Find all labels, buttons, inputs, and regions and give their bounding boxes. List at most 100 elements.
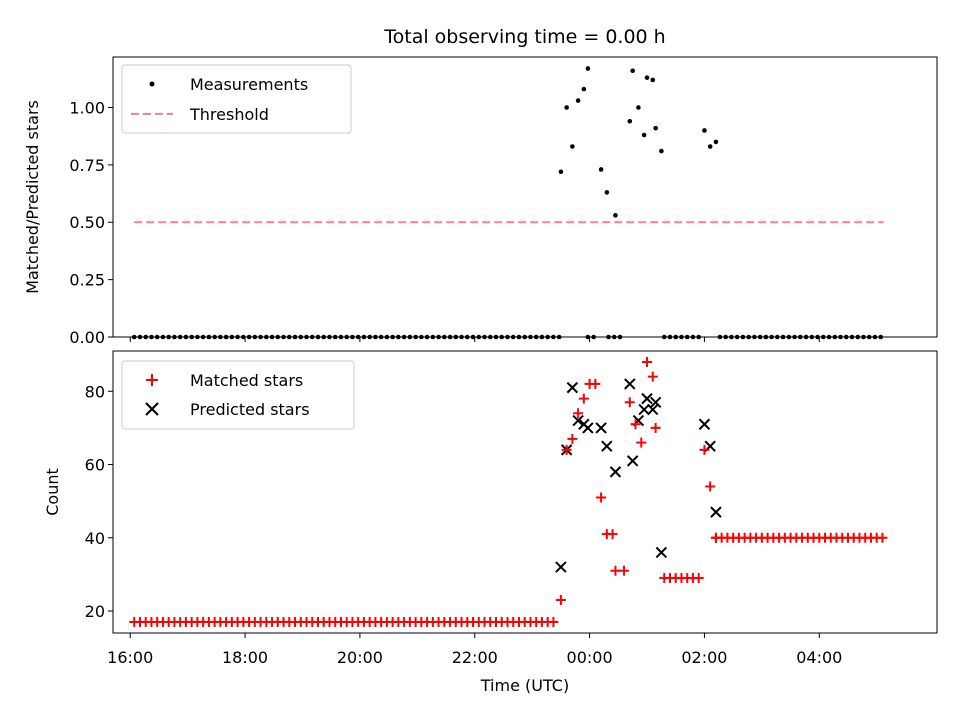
legend-measurements-marker	[149, 81, 155, 87]
measurement-point	[627, 118, 633, 124]
predicted-star-point	[649, 396, 662, 408]
predicted-star-point	[609, 466, 622, 478]
bottom-y-tick-label: 40	[85, 529, 105, 548]
predicted-star-point	[582, 422, 594, 434]
matched-star-point	[699, 444, 710, 455]
predicted-star-point	[566, 381, 579, 394]
top-y-axis-label: Matched/Predicted stars	[23, 100, 42, 294]
bottom-y-tick-label: 60	[85, 456, 105, 475]
top-plot-frame	[112, 56, 938, 338]
matched-star-point	[693, 573, 704, 584]
measurement-point	[585, 66, 591, 71]
legend-threshold-label: Threshold	[189, 105, 269, 124]
bottom-legend-box	[121, 360, 355, 430]
measurement-point	[558, 169, 564, 175]
x-tick-label: 04:00	[796, 648, 842, 667]
matched-star-point	[642, 356, 653, 367]
measurement-point	[707, 144, 713, 149]
legend-matched-label: Matched stars	[190, 371, 303, 390]
predicted-star-point	[572, 414, 584, 427]
predicted-star-point	[595, 422, 607, 434]
measurement-point	[581, 86, 587, 92]
x-tick-label: 02:00	[681, 648, 727, 667]
predicted-star-point	[626, 455, 639, 467]
matched-star-point	[578, 393, 589, 404]
measurement-point	[644, 75, 650, 80]
legend-predicted-label: Predicted stars	[190, 400, 310, 419]
top-y-tick-label: 0.25	[69, 271, 105, 290]
matched-star-point	[548, 617, 559, 628]
bottom-plot-frame	[112, 350, 938, 634]
top-panel: 0.00 0.25 0.50 0.75 1.00 Matched/Predicted s…	[23, 56, 938, 347]
legend-predicted-marker	[145, 402, 159, 416]
matched-star-point	[590, 378, 601, 389]
predicted-star-point	[555, 561, 567, 573]
matched-star-point	[555, 595, 566, 606]
matched-star-point	[624, 397, 635, 408]
top-y-axis: 0.00 0.25 0.50 0.75 1.00	[69, 98, 113, 347]
top-y-tick-label: 0.75	[69, 156, 105, 175]
measurement-point	[604, 190, 610, 195]
measurement-point	[630, 68, 635, 74]
x-tick-label: 00:00	[567, 648, 613, 667]
x-axis-label: Time (UTC)	[480, 676, 569, 695]
predicted-star-point	[655, 546, 668, 559]
top-x-ticks	[129, 337, 820, 342]
predicted-star-point	[698, 418, 711, 430]
bottom-y-axis-label: Count	[43, 468, 62, 516]
measurement-point	[613, 213, 618, 218]
predicted-star-point	[624, 378, 636, 390]
measurement-point	[570, 144, 575, 149]
matched-star-point	[607, 529, 618, 540]
x-tick-label: 18:00	[222, 648, 268, 667]
matched-star-point	[630, 419, 641, 430]
measurement-point	[636, 105, 641, 110]
bottom-y-tick-label: 80	[85, 382, 105, 401]
bottom-x-axis: 16:00 18:00 20:00 22:00 00:00 02:00 04:00	[107, 633, 842, 667]
matched-star-point	[610, 565, 621, 576]
measurement-point	[598, 167, 604, 172]
predicted-star-point	[641, 392, 653, 405]
predicted-star-point	[638, 403, 650, 416]
x-tick-label: 22:00	[452, 648, 498, 667]
matched-star-point	[561, 444, 572, 455]
predicted-star-point	[601, 440, 613, 452]
matched-star-point	[705, 481, 716, 492]
matched-star-point	[650, 422, 661, 433]
measurement-point	[650, 77, 656, 83]
legend-matched-marker	[146, 374, 158, 386]
measurement-point	[564, 105, 569, 110]
bottom-legend: Matched stars Predicted stars	[121, 360, 355, 430]
top-legend: Measurements Threshold	[121, 64, 352, 134]
x-tick-label: 16:00	[107, 648, 153, 667]
measurement-point	[702, 128, 707, 133]
matched-star-point	[596, 492, 607, 503]
measurement-point	[653, 125, 658, 131]
measurement-point	[641, 132, 647, 138]
top-y-tick-label: 1.00	[69, 98, 105, 117]
bottom-panel: 20 40 60 80 16:00 18:00 20:00 22:00 00:00 02:00 0…	[43, 350, 938, 695]
top-chart-title: Total observing time = 0.00 h	[383, 26, 665, 48]
legend-measurements-label: Measurements	[190, 75, 308, 94]
top-legend-box	[121, 64, 352, 134]
bottom-y-axis: 20 40 60 80	[85, 382, 113, 621]
top-marks	[131, 66, 884, 340]
predicted-star-point	[710, 506, 722, 518]
matched-star-point	[647, 371, 658, 382]
predicted-star-point	[647, 403, 659, 416]
matched-star-point	[573, 408, 584, 419]
x-tick-label: 20:00	[337, 648, 383, 667]
matched-star-point	[567, 433, 578, 444]
matched-star-point	[636, 437, 647, 448]
measurement-point	[659, 148, 664, 154]
measurement-point	[575, 98, 581, 103]
top-y-tick-label: 0.00	[69, 328, 105, 347]
top-y-tick-label: 0.50	[69, 213, 105, 232]
matched-star-point	[710, 532, 721, 543]
matched-star-point	[877, 532, 888, 543]
matched-star-point	[619, 565, 630, 576]
bottom-marks	[129, 356, 888, 628]
measurement-point	[713, 139, 719, 145]
bottom-y-tick-label: 20	[85, 602, 105, 621]
